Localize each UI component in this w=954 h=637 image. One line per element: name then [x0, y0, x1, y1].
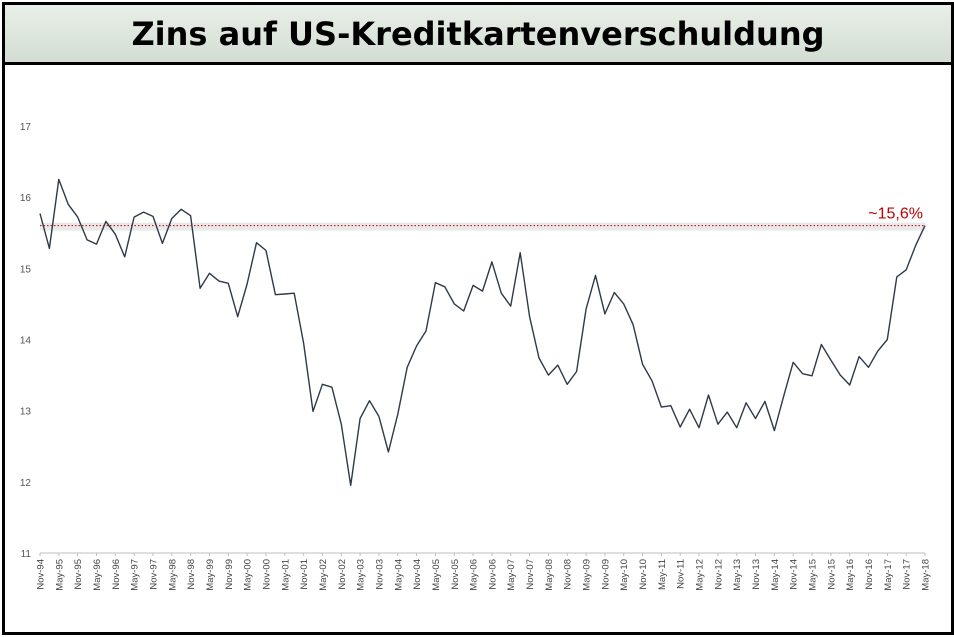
x-tick-label: May-06 [469, 559, 480, 591]
x-tick-label: May-15 [808, 559, 819, 591]
x-tick-label: Nov-08 [563, 559, 574, 590]
x-tick-label: May-10 [619, 559, 630, 591]
x-tick-label: May-98 [167, 559, 178, 591]
plot-area: 11 12 13 14 15 16 17 ~15,6% Nov-94 May-95 Nov-95 Ma… [5, 65, 951, 632]
x-tick-label: Nov-09 [600, 559, 611, 590]
x-tick-label: Nov-13 [751, 559, 762, 590]
reference-label: ~15,6% [868, 206, 923, 223]
x-tick-label: May-07 [506, 559, 517, 591]
x-tick-label: Nov-96 [111, 559, 122, 590]
chart-title: Zins auf US-Kreditkartenverschuldung [131, 14, 825, 53]
x-tick-label: May-99 [205, 559, 216, 591]
x-tick-label: Nov-95 [73, 559, 84, 590]
x-tick-label: May-16 [845, 559, 856, 591]
x-tick-label: May-13 [732, 559, 743, 591]
series-line [39, 178, 926, 487]
x-tick-label: Nov-05 [450, 559, 461, 590]
x-tick-label: Nov-98 [186, 559, 197, 590]
x-tick-label: May-08 [544, 559, 555, 591]
x-tick-label: May-04 [393, 559, 404, 591]
x-tick-label: Nov-07 [525, 559, 536, 590]
x-tick-label: May-14 [770, 559, 781, 591]
x-tick-label: May-09 [582, 559, 593, 591]
x-tick-label: Nov-97 [149, 559, 160, 590]
x-tick-label: Nov-00 [262, 559, 273, 590]
x-tick-label: Nov-15 [826, 559, 837, 590]
x-tick-label: May-97 [130, 559, 141, 591]
x-tick-label: May-05 [431, 559, 442, 591]
x-tick-label: Nov-16 [864, 559, 875, 590]
x-tick-label: Nov-02 [337, 559, 348, 590]
x-tick-label: Nov-94 [36, 559, 47, 590]
reference-band [40, 222, 925, 231]
x-tick-label: Nov-04 [412, 559, 423, 590]
x-tick-label: Nov-11 [676, 559, 687, 589]
x-tick-label: Nov-06 [487, 559, 498, 590]
y-tick-label: 12 [20, 478, 32, 489]
x-tick-label: May-11 [657, 559, 668, 590]
x-tick-label: Nov-12 [713, 559, 724, 590]
y-tick-label: 15 [20, 264, 32, 275]
y-tick-label: 16 [20, 193, 32, 204]
x-tick-label: May-03 [356, 559, 367, 591]
y-tick-label: 11 [21, 549, 32, 560]
x-tick-label: Nov-10 [638, 559, 649, 590]
x-tick-label: May-12 [695, 559, 706, 591]
line-chart: 11 12 13 14 15 16 17 ~15,6% Nov-94 May-95 Nov-95 Ma… [20, 122, 932, 591]
x-tick-label: May-96 [92, 559, 103, 591]
x-tick-label: Nov-17 [902, 559, 913, 590]
y-tick-label: 17 [20, 122, 32, 133]
x-tick-label: Nov-99 [224, 559, 235, 590]
title-bar: Zins auf US-Kreditkartenverschuldung [5, 5, 951, 65]
y-tick-label: 14 [20, 336, 32, 347]
x-tick-label: May-17 [883, 559, 894, 591]
x-tick-label: Nov-14 [789, 559, 800, 590]
x-tick-label: May-01 [280, 559, 291, 591]
y-tick-label: 13 [20, 407, 32, 418]
x-tick-label: May-95 [54, 559, 65, 591]
x-tick-label: May-02 [318, 559, 329, 591]
x-tick-label: Nov-03 [374, 559, 385, 590]
x-tick-label: May-00 [243, 559, 254, 591]
x-tick-label: Nov-01 [299, 559, 310, 590]
x-tick-label: May-18 [921, 559, 932, 591]
